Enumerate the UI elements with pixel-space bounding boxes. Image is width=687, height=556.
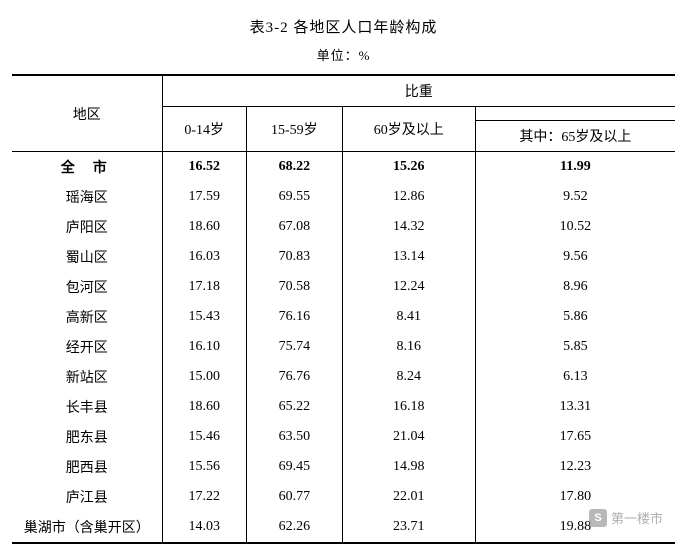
table-row: 肥东县15.4663.5021.0417.65 [12, 422, 675, 452]
cell-v1: 18.60 [162, 392, 246, 422]
cell-v3: 22.01 [342, 482, 475, 512]
cell-v2: 60.77 [246, 482, 342, 512]
table-unit: 单位：% [12, 45, 675, 64]
cell-v1: 16.03 [162, 242, 246, 272]
cell-v3: 8.24 [342, 362, 475, 392]
cell-v2: 76.16 [246, 302, 342, 332]
total-v4: 11.99 [475, 152, 675, 183]
table-header: 地区 比重 0-14岁 15-59岁 60岁及以上 其中：65岁及以上 [12, 75, 675, 152]
table-row: 庐阳区18.6067.0814.3210.52 [12, 212, 675, 242]
cell-v1: 18.60 [162, 212, 246, 242]
header-15-59: 15-59岁 [246, 107, 342, 152]
header-0-14: 0-14岁 [162, 107, 246, 152]
cell-region: 新站区 [12, 362, 162, 392]
cell-v4: 8.96 [475, 272, 675, 302]
cell-v4: 6.13 [475, 362, 675, 392]
cell-region: 包河区 [12, 272, 162, 302]
cell-v2: 69.45 [246, 452, 342, 482]
age-composition-table: 地区 比重 0-14岁 15-59岁 60岁及以上 其中：65岁及以上 全市 1… [12, 74, 675, 544]
cell-region: 长丰县 [12, 392, 162, 422]
table-row: 瑶海区17.5969.5512.869.52 [12, 182, 675, 212]
cell-v2: 63.50 [246, 422, 342, 452]
table-row: 长丰县18.6065.2216.1813.31 [12, 392, 675, 422]
total-v3: 15.26 [342, 152, 475, 183]
cell-v3: 8.16 [342, 332, 475, 362]
cell-v2: 76.76 [246, 362, 342, 392]
cell-region: 肥东县 [12, 422, 162, 452]
table-body: 全市 16.52 68.22 15.26 11.99 瑶海区17.5969.55… [12, 152, 675, 544]
cell-v2: 67.08 [246, 212, 342, 242]
total-region: 全市 [12, 152, 162, 183]
cell-v1: 17.22 [162, 482, 246, 512]
cell-region: 蜀山区 [12, 242, 162, 272]
cell-v4: 5.86 [475, 302, 675, 332]
cell-v4: 5.85 [475, 332, 675, 362]
cell-v1: 17.18 [162, 272, 246, 302]
cell-v2: 65.22 [246, 392, 342, 422]
cell-v3: 8.41 [342, 302, 475, 332]
cell-v1: 15.46 [162, 422, 246, 452]
cell-region: 肥西县 [12, 452, 162, 482]
header-region: 地区 [12, 75, 162, 152]
table-row: 庐江县17.2260.7722.0117.80 [12, 482, 675, 512]
cell-v4: 19.88 [475, 512, 675, 543]
header-60-plus: 60岁及以上 [342, 107, 475, 152]
cell-region: 经开区 [12, 332, 162, 362]
cell-v4: 17.65 [475, 422, 675, 452]
total-row: 全市 16.52 68.22 15.26 11.99 [12, 152, 675, 183]
cell-v2: 75.74 [246, 332, 342, 362]
cell-v3: 12.86 [342, 182, 475, 212]
cell-v3: 14.98 [342, 452, 475, 482]
header-proportion: 比重 [162, 75, 675, 107]
cell-v3: 14.32 [342, 212, 475, 242]
cell-v4: 10.52 [475, 212, 675, 242]
cell-v1: 15.43 [162, 302, 246, 332]
cell-v1: 14.03 [162, 512, 246, 543]
cell-v2: 70.58 [246, 272, 342, 302]
cell-v4: 13.31 [475, 392, 675, 422]
cell-region: 瑶海区 [12, 182, 162, 212]
cell-region: 庐江县 [12, 482, 162, 512]
cell-v3: 21.04 [342, 422, 475, 452]
table-row: 经开区16.1075.748.165.85 [12, 332, 675, 362]
cell-v4: 9.52 [475, 182, 675, 212]
table-row: 蜀山区16.0370.8313.149.56 [12, 242, 675, 272]
table-title: 表3-2 各地区人口年龄构成 [12, 16, 675, 37]
cell-v2: 69.55 [246, 182, 342, 212]
total-v1: 16.52 [162, 152, 246, 183]
table-row: 新站区15.0076.768.246.13 [12, 362, 675, 392]
cell-v1: 16.10 [162, 332, 246, 362]
cell-v4: 12.23 [475, 452, 675, 482]
table-row: 包河区17.1870.5812.248.96 [12, 272, 675, 302]
cell-v1: 15.00 [162, 362, 246, 392]
cell-region: 庐阳区 [12, 212, 162, 242]
cell-region: 高新区 [12, 302, 162, 332]
cell-v3: 23.71 [342, 512, 475, 543]
table-row: 高新区15.4376.168.415.86 [12, 302, 675, 332]
cell-v4: 17.80 [475, 482, 675, 512]
table-row: 肥西县15.5669.4514.9812.23 [12, 452, 675, 482]
table-row: 巢湖市（含巢开区）14.0362.2623.7119.88 [12, 512, 675, 543]
header-65-plus: 其中：65岁及以上 [475, 121, 675, 152]
cell-v1: 17.59 [162, 182, 246, 212]
cell-v2: 70.83 [246, 242, 342, 272]
cell-v3: 16.18 [342, 392, 475, 422]
cell-v3: 12.24 [342, 272, 475, 302]
header-spacer [475, 107, 675, 121]
total-v2: 68.22 [246, 152, 342, 183]
cell-region: 巢湖市（含巢开区） [12, 512, 162, 543]
cell-v1: 15.56 [162, 452, 246, 482]
cell-v2: 62.26 [246, 512, 342, 543]
cell-v3: 13.14 [342, 242, 475, 272]
cell-v4: 9.56 [475, 242, 675, 272]
